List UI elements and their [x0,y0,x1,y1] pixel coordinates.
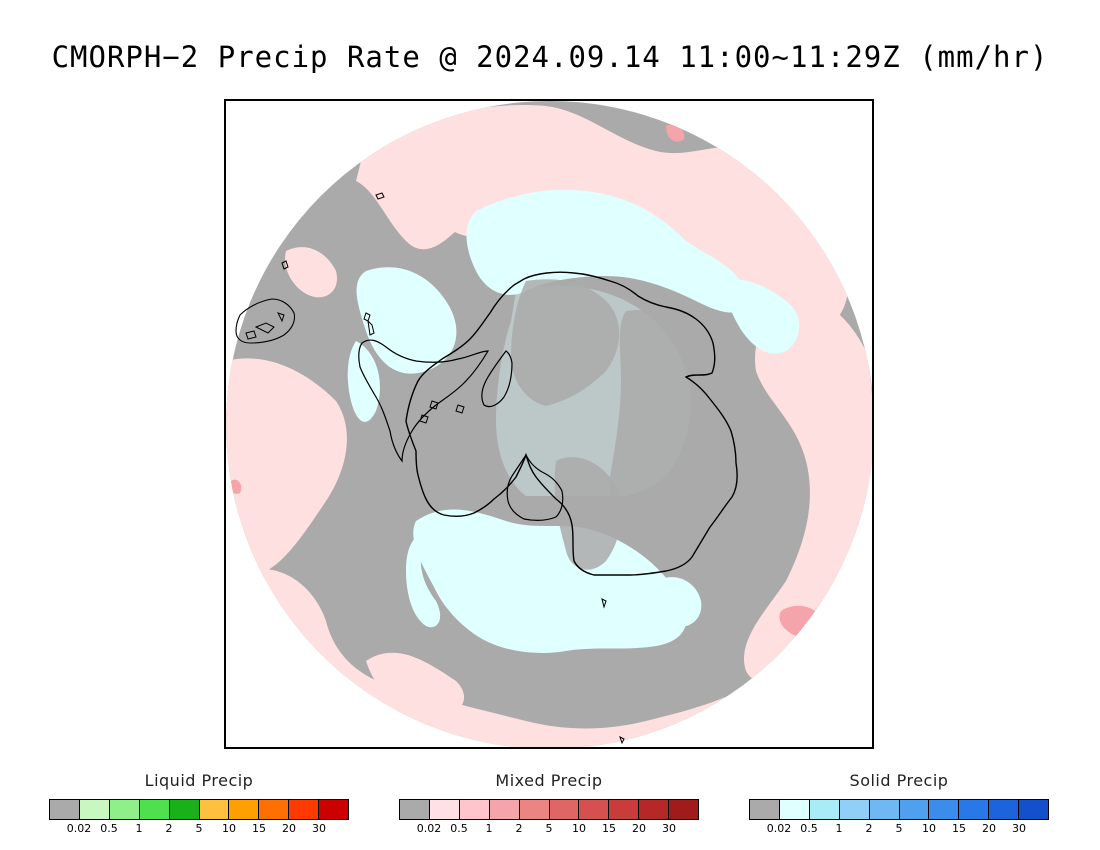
legend-swatch [489,800,520,819]
legend-swatch [400,800,430,819]
legend-swatch [519,800,550,819]
legend-tick-label: 10 [922,822,936,835]
legend-tick-label: 5 [545,822,553,835]
legend-swatch [169,800,200,819]
legend-swatch [669,800,699,819]
legend-swatch [50,800,80,819]
legend-tick-label: 15 [952,822,966,835]
legend-color-bar [49,799,349,820]
legend-swatch [750,800,780,819]
map-frame [224,99,874,749]
legend-tick-label: 0.5 [100,822,118,835]
legend-tick-label: 30 [312,822,326,835]
legend-tick-label: 30 [662,822,676,835]
legend-tick-label: 0.5 [450,822,468,835]
legend-swatch [779,800,810,819]
legend-mixed-precip: Mixed Precip 0.02 0.5 1 2 5 10 15 20 30 [399,770,699,836]
legend-tick-label: 30 [1012,822,1026,835]
legend-tick-label: 15 [252,822,266,835]
legend-ticks: 0.02 0.5 1 2 5 10 15 20 30 [49,822,349,836]
legend-swatch [579,800,610,819]
legend-tick-label: 20 [282,822,296,835]
legend-tick-label: 0.5 [800,822,818,835]
legend-swatch [459,800,490,819]
legend-swatch [229,800,260,819]
legend-swatch [109,800,140,819]
map-title: CMORPH−2 Precip Rate @ 2024.09.14 11:00∼… [51,40,1049,74]
legend-swatch [989,800,1020,819]
legend-swatch [839,800,870,819]
legend-swatch [139,800,170,819]
legend-swatch [429,800,460,819]
legend-liquid-precip: Liquid Precip 0.02 0.5 1 2 5 10 15 20 30 [49,770,349,836]
south-america-coast [235,298,296,344]
antarctic-peninsula [358,339,490,463]
legend-swatch [1019,800,1049,819]
legend-swatch [809,800,840,819]
legend-tick-label: 2 [165,822,173,835]
legend-tick-label: 0.02 [766,822,792,835]
legend-title: Liquid Precip [144,771,254,790]
polar-map [226,101,872,747]
continent-no-precip [511,279,718,570]
legend-tick-label: 20 [982,822,996,835]
legend-swatch [319,800,349,819]
legend-tick-label: 1 [485,822,493,835]
legend-tick-label: 0.02 [66,822,92,835]
legend-tick-label: 0.02 [416,822,442,835]
legend-tick-label: 5 [895,822,903,835]
south-america-islands [245,312,285,340]
sub-antarctic-islands [281,192,625,745]
legend-swatch [549,800,580,819]
legend-tick-label: 10 [572,822,586,835]
legend-color-bar [399,799,699,820]
legend-title: Solid Precip [849,771,949,790]
ross-sea-coast [506,453,564,521]
legend-swatch [869,800,900,819]
weddell-sea-coast [481,350,513,408]
legend-tick-label: 10 [222,822,236,835]
legend-tick-label: 5 [195,822,203,835]
legend-tick-label: 2 [515,822,523,835]
legend-swatch [639,800,670,819]
legend-ticks: 0.02 0.5 1 2 5 10 15 20 30 [399,822,699,836]
legend-tick-label: 20 [632,822,646,835]
legend-tick-label: 2 [865,822,873,835]
legend-swatch [79,800,110,819]
legend-tick-label: 15 [602,822,616,835]
legend-swatch [899,800,930,819]
legend-swatch [199,800,230,819]
legend-swatch [929,800,960,819]
legend-tick-label: 1 [835,822,843,835]
legend-title: Mixed Precip [495,771,603,790]
legend-swatch [959,800,990,819]
legend-swatch [259,800,290,819]
legend-solid-precip: Solid Precip 0.02 0.5 1 2 5 10 15 20 30 [749,770,1049,836]
legend-tick-label: 1 [135,822,143,835]
antarctica-coastline [405,271,738,576]
legend-ticks: 0.02 0.5 1 2 5 10 15 20 30 [749,822,1049,836]
legend-swatch [609,800,640,819]
legend-color-bar [749,799,1049,820]
legend-swatch [289,800,320,819]
